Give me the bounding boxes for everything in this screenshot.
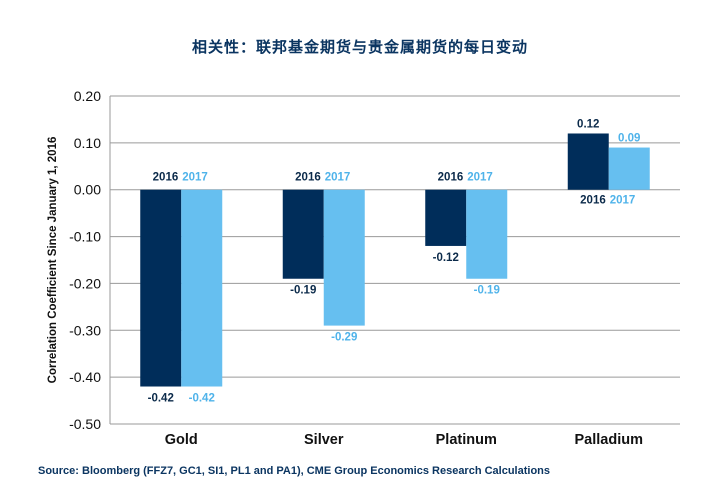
y-tick-label: 0.20 xyxy=(74,88,101,104)
series-label-2017: 2017 xyxy=(182,172,208,184)
data-label-2017: 0.09 xyxy=(618,133,640,145)
x-tick-label: Platinum xyxy=(436,432,497,448)
y-tick-label: -0.30 xyxy=(69,322,101,338)
chart-title: 相关性：联邦基金期货与贵金属期货的每日变动 xyxy=(191,38,528,56)
x-tick-label: Silver xyxy=(304,432,344,448)
y-tick-label: -0.20 xyxy=(69,275,101,291)
series-label-2016: 2016 xyxy=(580,195,606,207)
bar-silver-s2017 xyxy=(323,189,365,326)
series-label-2016: 2016 xyxy=(153,172,179,184)
data-label-2016: -0.12 xyxy=(433,252,459,264)
series-label-2017: 2017 xyxy=(467,172,493,184)
x-tick-label: Palladium xyxy=(575,432,644,448)
y-tick-label: -0.50 xyxy=(69,416,101,432)
y-tick-label: -0.10 xyxy=(69,229,101,245)
bar-gold-s2017 xyxy=(181,189,223,387)
data-label-2017: -0.29 xyxy=(331,332,357,344)
bar-gold-s2016 xyxy=(140,189,182,387)
data-label-2016: 0.12 xyxy=(577,118,599,130)
bar-platinum-s2016 xyxy=(425,189,467,246)
bar-platinum-s2017 xyxy=(466,189,508,279)
data-label-2017: -0.42 xyxy=(189,393,215,405)
series-label-2016: 2016 xyxy=(295,172,321,184)
y-tick-label: 0.00 xyxy=(74,182,101,198)
data-label-2017: -0.19 xyxy=(474,285,500,297)
bar-silver-s2016 xyxy=(282,189,324,279)
source-note: Source: Bloomberg (FFZ7, GC1, SI1, PL1 a… xyxy=(38,465,551,477)
y-tick-label: 0.10 xyxy=(74,135,101,151)
data-label-2016: -0.42 xyxy=(148,393,174,405)
bar-palladium-s2016 xyxy=(567,133,609,190)
series-label-2017: 2017 xyxy=(610,195,636,207)
series-label-2016: 2016 xyxy=(438,172,464,184)
series-label-2017: 2017 xyxy=(325,172,351,184)
bar-palladium-s2017 xyxy=(608,147,650,190)
data-label-2016: -0.19 xyxy=(290,285,316,297)
x-tick-label: Gold xyxy=(165,432,198,448)
y-axis-label: Correlation Coefficient Since January 1,… xyxy=(47,137,59,384)
y-tick-label: -0.40 xyxy=(69,369,101,385)
